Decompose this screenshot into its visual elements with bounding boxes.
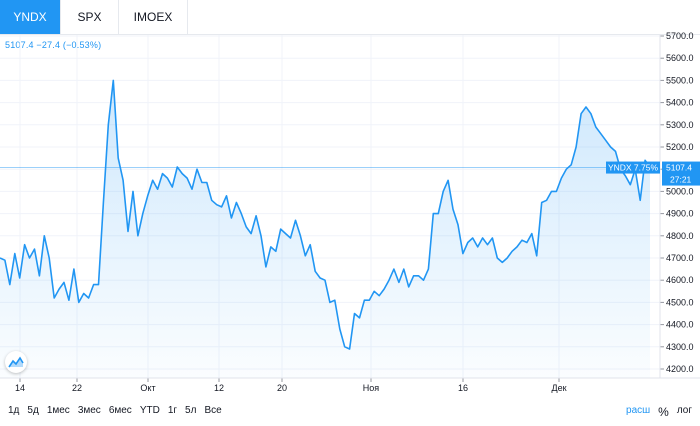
range-6m[interactable]: 6мес [108,405,132,416]
price-legend: 5107.4 −27.4 (−0.53%) [5,40,102,50]
y-tick-label: 5400.0 [666,98,694,108]
price-tag-name: YNDX 7.75% [608,163,659,173]
tradingview-logo-icon[interactable] [5,351,27,373]
price-tag-value-bg [662,161,700,186]
x-tick-label: 22 [72,383,82,393]
scale-linear-button[interactable]: расш [626,405,651,416]
x-tick-label: 20 [277,383,287,393]
y-axis[interactable]: 4200.0 4300.0 4400.0 4500.0 4600.0 4700.0 4800… [659,31,694,378]
tab-yndx[interactable]: YNDX [0,0,61,34]
range-ytd[interactable]: YTD [139,405,160,416]
series-line [0,79,651,350]
x-tick-label: 16 [458,383,468,393]
x-tick-label: Ноя [363,383,380,393]
y-tick-label: 4900.0 [666,209,694,219]
y-tick-label: 5500.0 [666,75,694,85]
range-all[interactable]: Все [204,405,222,416]
scale-log-button[interactable]: лог [676,405,692,416]
y-tick-label: 4800.0 [666,231,694,241]
range-5y[interactable]: 5л [185,405,197,416]
x-axis[interactable]: 14 22 Окт 12 20 Ноя 16 Дек [0,377,700,393]
tabbar-divider [0,34,700,35]
y-tick-label: 5700.0 [666,31,694,41]
range-1d[interactable]: 1д [8,405,20,416]
price-tag-name-bg [606,161,660,174]
y-tick-label: 4200.0 [666,364,694,374]
price-tag-countdown: 27:21 [670,175,692,185]
y-tick-label: 5200.0 [666,142,694,152]
range-1m[interactable]: 1мес [46,405,70,416]
y-tick-label: 5000.0 [666,186,694,196]
range-3m[interactable]: 3мес [77,405,101,416]
symbol-tabs: YNDX SPX IMOEX [0,0,188,34]
x-tick-label: Окт [140,383,155,393]
y-tick-label: 5600.0 [666,53,694,63]
range-5d[interactable]: 5д [27,405,39,416]
scale-percent-button[interactable]: % [658,405,669,419]
scale-options: расш % лог [626,405,692,419]
x-tick-label: 12 [214,383,224,393]
y-tick-label: 5300.0 [666,120,694,130]
x-tick-label: Дек [551,383,566,393]
y-tick-label: 4700.0 [666,253,694,263]
range-selector: 1д 5д 1мес 3мес 6мес YTD 1г 5л Все [8,405,222,416]
range-1y[interactable]: 1г [167,405,178,416]
series-area [0,80,650,379]
x-tick-label: 14 [15,383,25,393]
price-tag-value: 5107.4 [666,163,692,173]
price-tag: YNDX 7.75% 5107.4 27:21 [606,161,700,186]
y-tick-label: 4600.0 [666,275,694,285]
tab-imoex[interactable]: IMOEX [119,0,188,34]
y-tick-label: 4500.0 [666,297,694,307]
y-tick-label: 4300.0 [666,342,694,352]
y-tick-label: 4400.0 [666,320,694,330]
tab-spx[interactable]: SPX [61,0,119,34]
